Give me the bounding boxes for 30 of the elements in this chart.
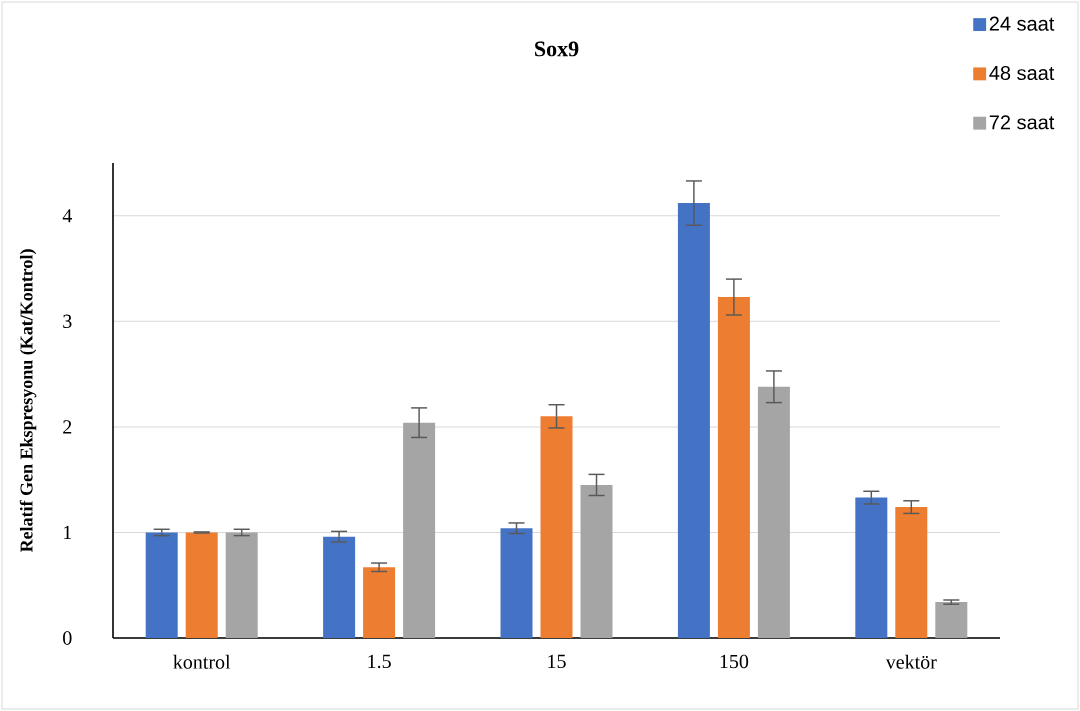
x-tick-label: kontrol (173, 654, 231, 669)
legend-label: 48 saat (989, 65, 1055, 81)
y-tick-label: 3 (63, 314, 72, 329)
bar (855, 497, 888, 638)
x-tick-label: 15 (548, 654, 566, 669)
bar (677, 203, 710, 638)
bar (500, 528, 533, 638)
x-tick-label: vektör (885, 654, 937, 669)
y-tick-label: 0 (63, 631, 72, 645)
bar (145, 532, 178, 638)
y-tick-label: 4 (62, 209, 72, 223)
bar (323, 536, 356, 638)
chart-title: Sox9 (535, 41, 579, 57)
bar (935, 602, 968, 638)
x-tick-label: 150 (720, 654, 749, 669)
bar (403, 422, 436, 638)
bar (757, 386, 790, 638)
bar (225, 532, 258, 638)
y-tick-label: 1 (64, 525, 72, 540)
bar (185, 532, 218, 638)
bar (363, 567, 396, 638)
bar (580, 484, 613, 638)
x-tick-label: 1.5 (368, 654, 391, 669)
bar (540, 416, 573, 638)
legend-label: 24 saat (989, 16, 1055, 31)
y-axis-title: Relatif Gen Ekspresyonu (Kat/Kontrol) (19, 249, 37, 553)
legend-label: 72 saat (989, 115, 1055, 130)
y-tick-label: 2 (63, 420, 72, 434)
bar (895, 507, 928, 638)
bar (717, 297, 750, 638)
